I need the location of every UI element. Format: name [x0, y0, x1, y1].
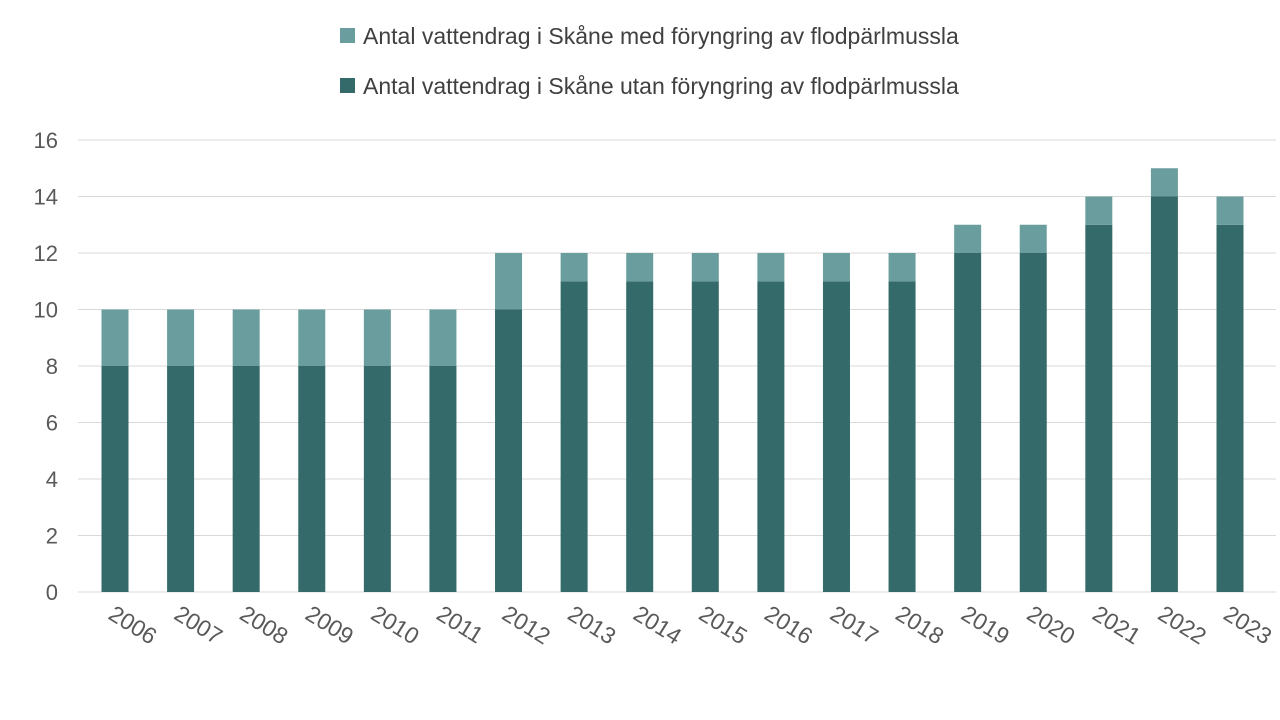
bar-segment-2012-med: [495, 253, 523, 310]
legend-swatch: [340, 78, 355, 93]
bar-segment-2020-utan: [1019, 253, 1047, 592]
x-tick-label: 2016: [760, 600, 817, 649]
bar-segment-2015-utan: [691, 281, 719, 592]
y-tick-label: 8: [46, 354, 58, 379]
x-axis-ticks: 2006 2007 2008 2009 2010 2011 2012 2013 2014 2015…: [104, 600, 1276, 649]
x-tick-label: 2021: [1088, 600, 1145, 649]
x-tick-label: 2015: [695, 600, 752, 649]
bar-segment-2013-med: [560, 253, 588, 282]
y-tick-label: 16: [34, 128, 58, 153]
x-tick-label: 2010: [367, 600, 424, 649]
bar-segment-2006-med: [101, 309, 129, 366]
x-tick-label: 2012: [498, 600, 555, 649]
bar-segment-2011-utan: [429, 366, 457, 592]
bar-segment-2017-med: [822, 253, 850, 282]
bar-segment-2017-utan: [822, 281, 850, 592]
bar-segment-2010-med: [363, 309, 391, 366]
legend: Antal vattendrag i Skåne med föryngring …: [340, 23, 959, 99]
x-tick-label: 2017: [826, 600, 883, 649]
bar-segment-2009-utan: [298, 366, 326, 592]
bar-segment-2021-med: [1085, 196, 1113, 225]
x-tick-label: 2006: [104, 600, 161, 649]
bar-segment-2013-utan: [560, 281, 588, 592]
bar-segment-2020-med: [1019, 224, 1047, 253]
bar-segment-2014-med: [626, 253, 654, 282]
bar-segment-2007-med: [167, 309, 195, 366]
bar-segment-2018-utan: [888, 281, 916, 592]
bar-segment-2016-med: [757, 253, 785, 282]
bars: [101, 168, 1244, 592]
bar-segment-2014-utan: [626, 281, 654, 592]
bar-segment-2022-med: [1150, 168, 1178, 197]
y-tick-label: 12: [34, 241, 58, 266]
y-tick-label: 14: [34, 185, 58, 210]
x-tick-label: 2007: [170, 600, 227, 649]
x-tick-label: 2008: [236, 600, 293, 649]
bar-segment-2008-med: [232, 309, 260, 366]
y-axis-ticks: 0 2 4 6 8 10 12 14 16: [34, 128, 58, 605]
y-tick-label: 10: [34, 298, 58, 323]
x-tick-label: 2020: [1023, 600, 1080, 649]
bar-segment-2015-med: [691, 253, 719, 282]
y-tick-label: 4: [46, 467, 58, 492]
bar-segment-2009-med: [298, 309, 326, 366]
bar-segment-2018-med: [888, 253, 916, 282]
legend-label: Antal vattendrag i Skåne utan föryngring…: [363, 73, 959, 99]
x-tick-label: 2013: [563, 600, 620, 649]
bar-segment-2021-utan: [1085, 224, 1113, 592]
y-tick-label: 6: [46, 411, 58, 436]
bar-segment-2008-utan: [232, 366, 260, 592]
bar-segment-2011-med: [429, 309, 457, 366]
bar-segment-2006-utan: [101, 366, 129, 592]
bar-segment-2019-utan: [954, 253, 982, 592]
bar-segment-2016-utan: [757, 281, 785, 592]
x-tick-label: 2014: [629, 600, 686, 649]
bar-segment-2022-utan: [1150, 196, 1178, 592]
x-tick-label: 2018: [891, 600, 948, 649]
legend-label: Antal vattendrag i Skåne med föryngring …: [363, 23, 959, 49]
bar-segment-2010-utan: [363, 366, 391, 592]
y-tick-label: 0: [46, 580, 58, 605]
x-tick-label: 2022: [1154, 600, 1211, 649]
bar-segment-2023-med: [1216, 196, 1244, 225]
bar-segment-2012-utan: [495, 309, 523, 592]
gridlines: [78, 139, 1276, 593]
x-tick-label: 2023: [1219, 600, 1276, 649]
x-tick-label: 2011: [432, 600, 488, 648]
y-tick-label: 2: [46, 524, 58, 549]
x-tick-label: 2019: [957, 600, 1014, 649]
legend-swatch: [340, 28, 355, 43]
x-tick-label: 2009: [301, 600, 358, 649]
bar-segment-2023-utan: [1216, 224, 1244, 592]
bar-segment-2007-utan: [167, 366, 195, 592]
bar-segment-2019-med: [954, 224, 982, 253]
